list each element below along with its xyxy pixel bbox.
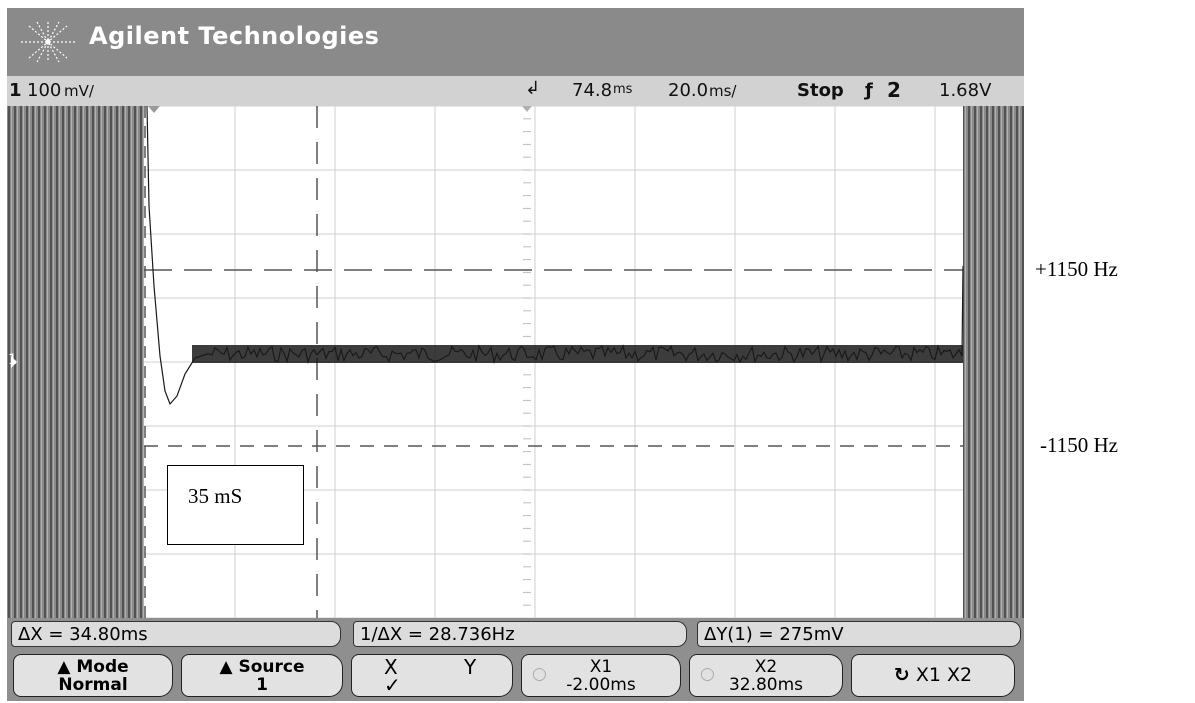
mode-label: Mode: [76, 657, 129, 677]
oscilloscope-display: Agilent Technologies 1 100 mV/ ↲ 74.8 ms…: [7, 8, 1024, 701]
x1x2-label: X1 X2: [915, 664, 973, 686]
menu-triangle-icon: ▲: [57, 657, 71, 677]
starburst-icon: [21, 21, 75, 63]
waveform-plot: 1: [7, 106, 1024, 618]
ground-marker-icon: 1: [8, 352, 17, 368]
check-icon: ✓: [384, 673, 401, 697]
delta-y-readout: ΔY(1) = 275mV: [697, 621, 1021, 647]
menu-triangle-icon: ▲: [219, 657, 233, 677]
xy-softkey[interactable]: X Y ✓: [351, 654, 513, 697]
knob-icon: ○: [700, 664, 715, 684]
x1-softkey[interactable]: ○ X1 -2.00ms: [521, 654, 681, 697]
time-annotation-text: 35 mS: [188, 484, 243, 508]
status-line: 1 100 mV/ ↲ 74.8 ms 20.0 ms/ Stop ƒ 2 1.…: [7, 76, 1024, 106]
trigger-level: 1.68V: [939, 80, 992, 101]
run-state: Stop: [797, 80, 844, 101]
delay-marker: [522, 106, 532, 112]
channel-scale: 100: [27, 80, 62, 101]
inverse-delta-x-readout: 1/ΔX = 28.736Hz: [353, 621, 687, 647]
trigger-arrow-icon: ↲: [525, 78, 541, 99]
trace-band: [192, 345, 963, 363]
x2-softkey[interactable]: ○ X2 32.80ms: [689, 654, 843, 697]
x2-value: 32.80ms: [728, 675, 804, 695]
brand-name: Agilent Technologies: [89, 22, 380, 50]
x1x2-softkey[interactable]: ↻ X1 X2: [851, 654, 1015, 697]
trigger-position-marker: [148, 106, 160, 113]
xy-y-label: Y: [464, 655, 477, 679]
left-hatched-region: [7, 106, 144, 618]
x1-label: X1: [589, 657, 613, 677]
x2-label: X2: [754, 657, 778, 677]
waveform-screen: 1: [7, 106, 1024, 618]
time-annotation-box: 35 mS: [167, 465, 304, 545]
channel-unit: mV/: [64, 82, 94, 100]
delay-value: 74.8: [572, 80, 613, 101]
x1-value: -2.00ms: [566, 675, 636, 695]
knob-icon: ○: [532, 664, 547, 684]
trigger-source: 2: [887, 78, 901, 102]
brand-bar: Agilent Technologies: [7, 8, 1024, 76]
mode-value: Normal: [58, 675, 128, 695]
softkey-bar: ΔX = 34.80ms 1/ΔX = 28.736Hz ΔY(1) = 275…: [7, 618, 1024, 701]
mode-softkey[interactable]: ▲ Mode Normal: [13, 654, 173, 697]
channel-number: 1: [9, 80, 22, 101]
lower-limit-label: -1150 Hz: [1040, 433, 1118, 457]
delta-x-readout: ΔX = 34.80ms: [11, 621, 341, 647]
source-softkey[interactable]: ▲ Source 1: [181, 654, 343, 697]
xy-x-label: X: [384, 655, 398, 679]
falling-edge-icon: ƒ: [865, 80, 873, 101]
upper-limit-label: +1150 Hz: [1035, 257, 1118, 281]
source-label: Source: [238, 657, 305, 677]
right-hatched-region: [963, 106, 1024, 618]
timebase-value: 20.0: [668, 80, 709, 101]
source-value: 1: [256, 675, 268, 695]
delay-unit: ms: [613, 82, 633, 97]
rotate-icon: ↻: [893, 664, 910, 686]
timebase-unit: ms/: [709, 82, 737, 100]
